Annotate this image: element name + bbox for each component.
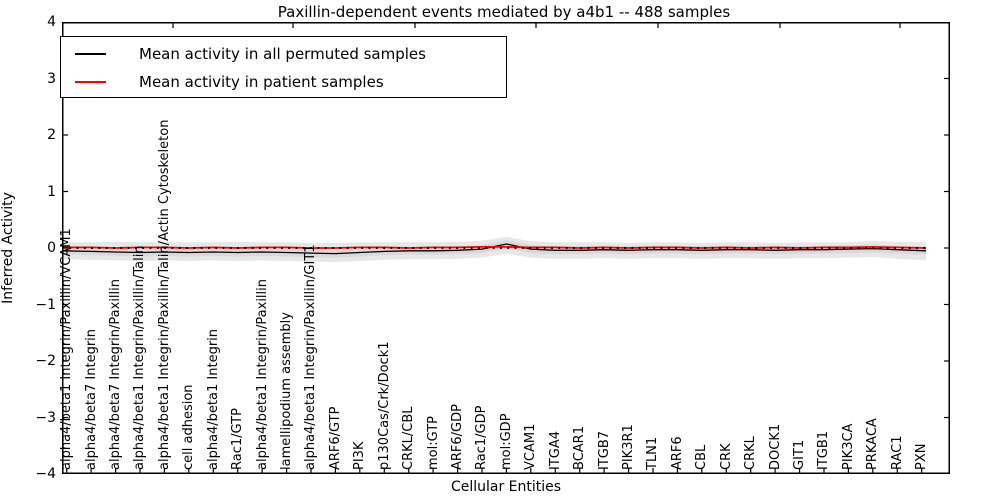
y-tick-label: 0 (47, 240, 56, 256)
x-tick-label: ARF6 (669, 436, 685, 470)
x-tick-label: PRKACA (865, 418, 881, 470)
x-tick-label: alpha4/beta1 Integrin/Paxillin/VCAM1 (59, 228, 75, 470)
x-tick-label: Rac1/GTP (230, 408, 246, 470)
x-tick-label: CRK (718, 443, 734, 470)
x-tick-label: alpha4/beta1 Integrin/Paxillin/GIT1 (303, 244, 319, 470)
x-tick-label: PI3K (352, 441, 368, 470)
x-tick-label: CRKL (743, 436, 759, 470)
x-tick-label: DOCK1 (767, 423, 783, 470)
y-tick-label: 2 (47, 127, 56, 143)
x-tick-label: alpha4/beta1 Integrin/Paxillin/Talin/Act… (156, 119, 172, 470)
x-tick-label: ITGB1 (816, 430, 832, 470)
x-tick-label: GIT1 (792, 439, 808, 470)
legend-entry-permuted: Mean activity in all permuted samples (61, 40, 506, 68)
x-tick-label: BCAR1 (572, 426, 588, 470)
x-tick-label: PIK3CA (840, 423, 856, 470)
y-tick-label: −2 (35, 353, 56, 369)
x-tick-label: Rac1/GDP (474, 405, 490, 470)
x-tick-label: PXN (914, 443, 930, 470)
x-tick-label: VCAM1 (523, 423, 539, 470)
x-tick-label: alpha4/beta1 Integrin/Paxillin (254, 278, 270, 470)
chart-title: Paxillin-dependent events mediated by a4… (277, 3, 731, 21)
x-tick-label: mol:GDP (498, 413, 514, 470)
plot-area (62, 22, 950, 474)
y-tick-label: 1 (47, 183, 56, 200)
y-tick-label: −1 (35, 296, 56, 313)
x-axis-label: Cellular Entities (450, 479, 562, 495)
x-tick-label: ARF6/GDP (450, 404, 466, 470)
x-tick-label: lamellipodium assembly (279, 312, 295, 470)
y-tick-label: −3 (35, 409, 56, 426)
legend-entry-patient: Mean activity in patient samples (61, 68, 506, 96)
y-tick-label: 3 (47, 70, 56, 87)
x-tick-label: ITGA4 (547, 430, 563, 470)
patient-line-swatch (75, 81, 106, 83)
x-tick-label: mol:GTP (425, 416, 441, 470)
plot-canvas (62, 22, 950, 474)
x-tick-label: alpha4/beta7 Integrin/Paxillin (108, 278, 124, 470)
y-tick-label: 4 (47, 14, 56, 30)
legend-label: Mean activity in all permuted samples (139, 45, 426, 63)
x-tick-label: RAC1 (889, 435, 905, 470)
x-tick-label: CRKL/CBL (401, 406, 417, 471)
x-tick-label: ITGB7 (596, 430, 612, 470)
y-tick-label: −4 (35, 466, 56, 482)
x-tick-label: alpha4/beta1 Integrin/Paxillin/Talin (132, 245, 148, 470)
x-tick-label: PIK3R1 (621, 424, 637, 470)
x-tick-label: alpha4/beta1 Integrin (205, 328, 221, 470)
legend-label: Mean activity in patient samples (139, 73, 384, 91)
x-tick-label: TLN1 (645, 436, 661, 470)
permuted-line-swatch (75, 53, 106, 55)
x-tick-label: alpha4/beta7 Integrin (83, 328, 99, 470)
x-tick-label: p130Cas/Crk/Dock1 (376, 341, 392, 470)
x-tick-label: CBL (694, 444, 710, 470)
x-tick-label: ARF6/GTP (327, 406, 343, 470)
x-tick-label: cell adhesion (181, 384, 197, 470)
legend: Mean activity in all permuted samples Me… (60, 36, 507, 98)
